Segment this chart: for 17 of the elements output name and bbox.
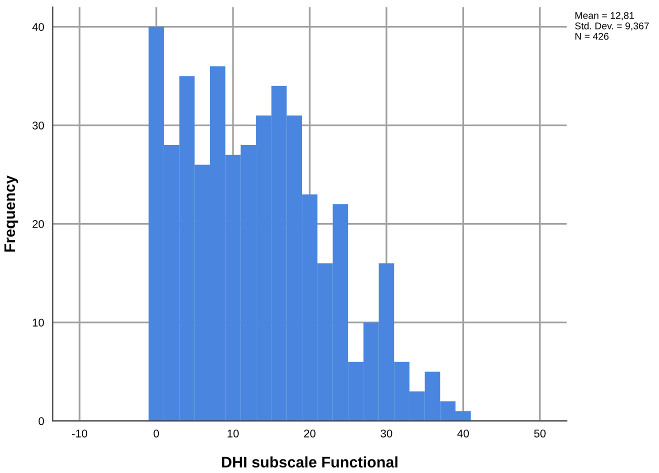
x-tick-label: 30 [380,430,392,438]
x-axis-title: DHI subscale Functional [222,456,398,468]
text: Mean = 12,81 [575,12,634,20]
y-axis-title: Frequency [4,175,18,252]
x-tick-label: 20 [304,430,316,438]
y-tick-label: 10 [32,318,44,327]
text: N = 426 [575,32,609,40]
y-tick-label: 30 [32,122,44,130]
text: Std. Dev. = 9,367 [575,22,649,31]
x-tick-label: 0 [154,430,159,438]
x-tick-label: -10 [72,430,88,438]
x-tick-label: 50 [534,430,546,438]
x-tick-label: 10 [228,430,239,438]
x-tick-label: 40 [457,430,469,438]
y-tick-label: 40 [32,23,44,31]
y-tick-label: 20 [32,220,44,228]
y-tick-label: 0 [38,417,44,426]
